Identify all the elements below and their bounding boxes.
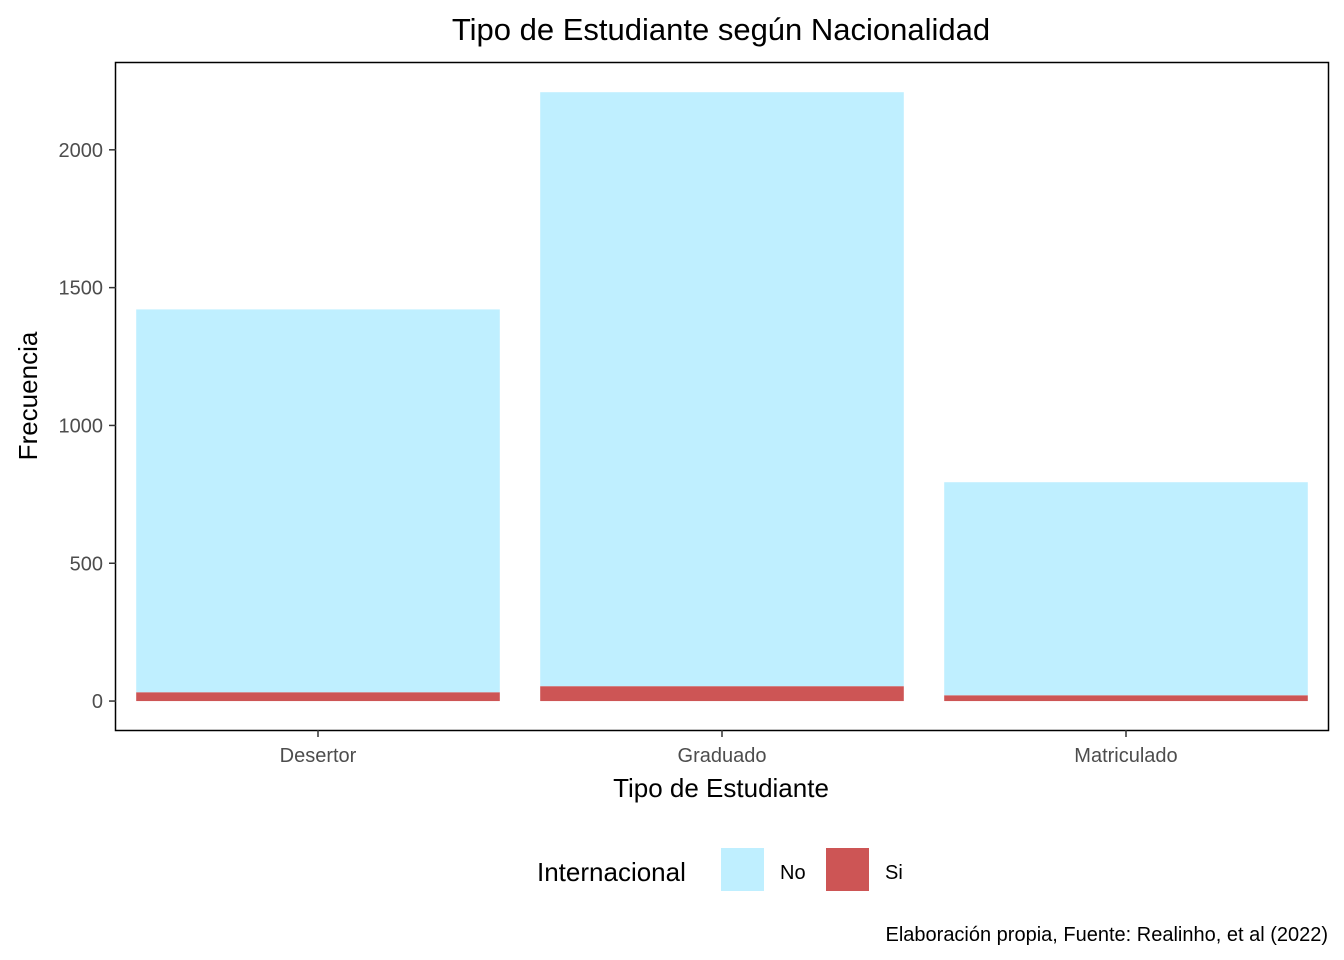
legend: Internacional No Si (537, 848, 903, 891)
x-axis-title: Tipo de Estudiante (613, 773, 829, 803)
y-axis: 0 500 1000 1500 2000 (59, 140, 116, 713)
y-tick-label: 1000 (59, 415, 104, 437)
legend-key-si (826, 848, 869, 891)
y-tick-label: 500 (70, 553, 103, 575)
legend-key-no (721, 848, 764, 891)
x-tick-label: Desertor (280, 745, 357, 767)
chart-title: Tipo de Estudiante según Nacionalidad (452, 12, 990, 47)
bar-desertor-no (136, 309, 500, 693)
bar-matriculado-no (944, 482, 1308, 696)
x-tick-label: Graduado (678, 745, 767, 767)
bars-layer (136, 92, 1308, 702)
legend-label-no: No (780, 862, 806, 884)
chart-caption: Elaboración propia, Fuente: Realinho, et… (886, 924, 1329, 946)
bar-graduado-no (540, 92, 904, 687)
y-tick-label: 1500 (59, 278, 104, 300)
y-tick-label: 0 (92, 691, 103, 713)
x-tick-label: Matriculado (1074, 745, 1177, 767)
y-tick-label: 2000 (59, 140, 104, 162)
legend-label-si: Si (885, 862, 903, 884)
legend-title: Internacional (537, 857, 686, 887)
bar-desertor-si (136, 692, 500, 702)
y-axis-title: Frecuencia (13, 331, 43, 460)
bar-matriculado-si (944, 695, 1308, 702)
bar-graduado-si (540, 686, 904, 702)
x-axis: Desertor Graduado Matriculado (280, 730, 1178, 767)
